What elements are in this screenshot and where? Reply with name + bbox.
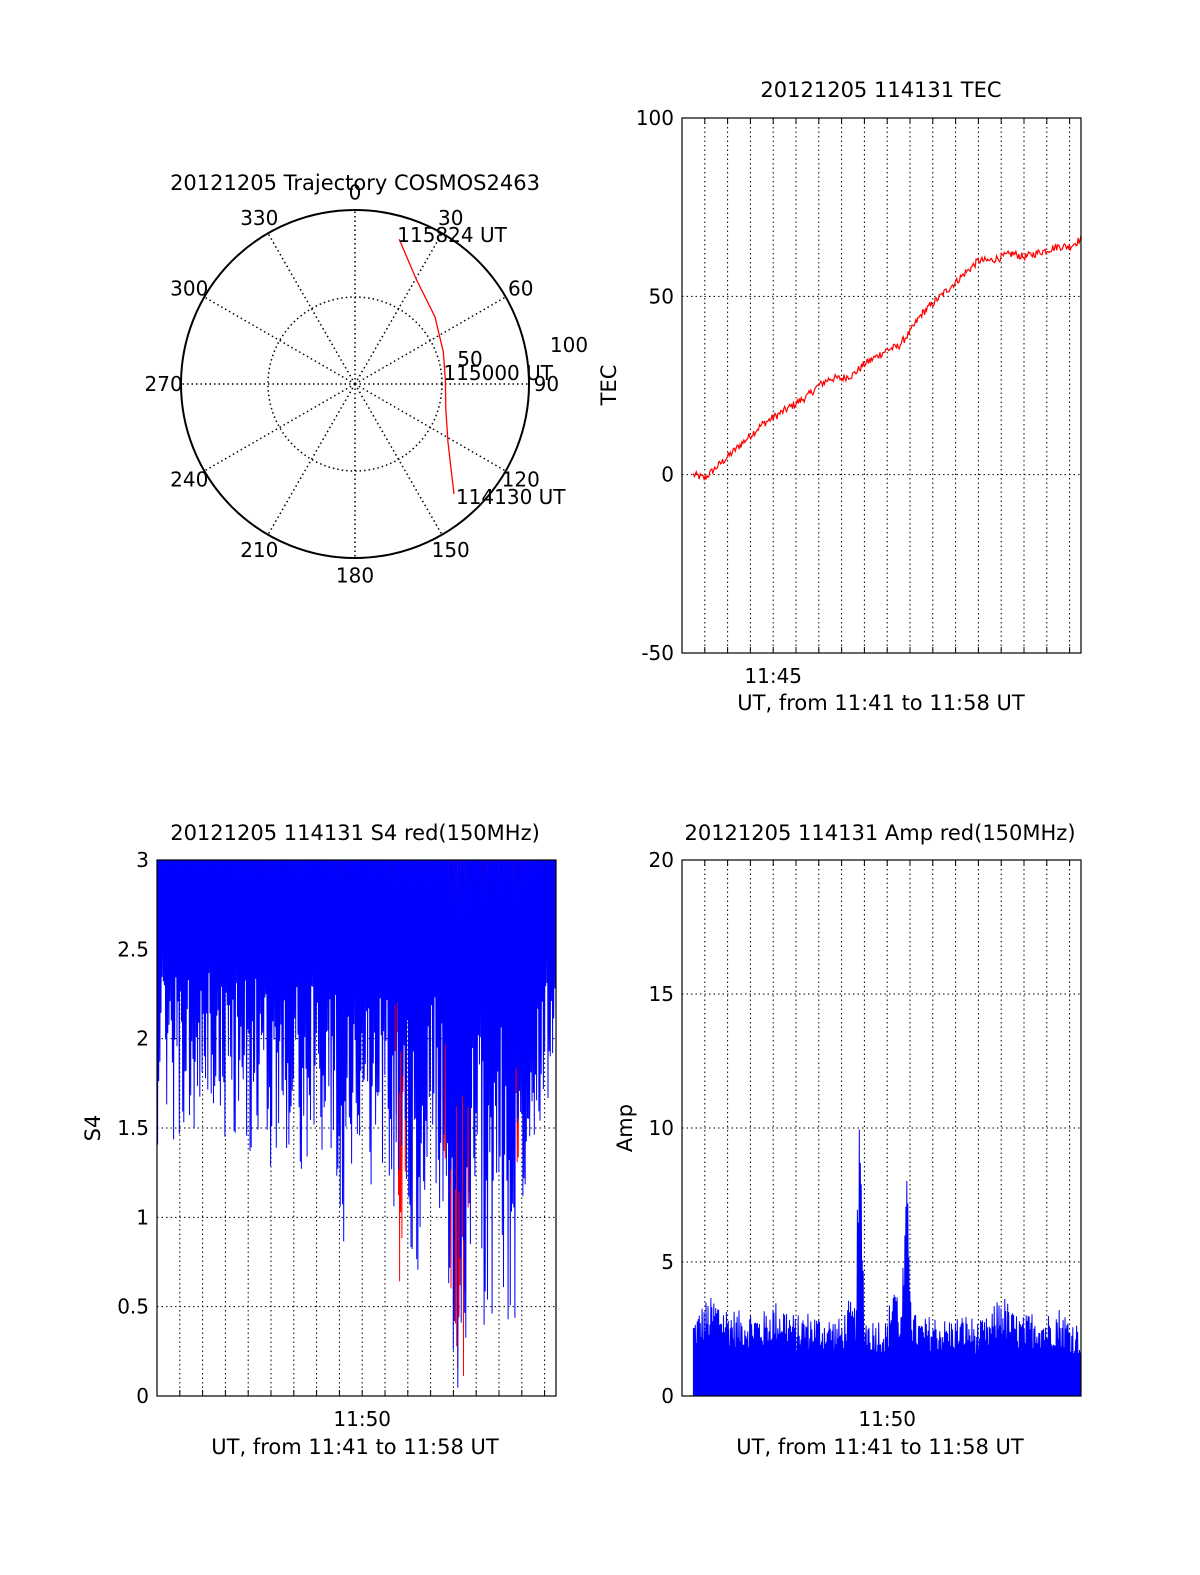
polar-spoke: [354, 296, 507, 385]
tec-xlabel: UT, from 11:41 to 11:58 UT: [737, 691, 1025, 715]
tec-ylabel: TEC: [597, 365, 621, 407]
x-tick-label: 11:50: [333, 1407, 391, 1431]
polar-spoke: [267, 383, 356, 536]
series-line: [692, 235, 1081, 482]
trajectory-time-label: 114130 UT: [456, 485, 566, 509]
polar-spoke: [267, 232, 356, 385]
plot-frame: [681, 117, 1082, 654]
polar-spoke: [203, 383, 356, 472]
polar-angle-tick-label: 210: [240, 538, 278, 562]
polar-angle-tick-label: 330: [240, 206, 278, 230]
amp-title: 20121205 114131 Amp red(150MHz): [684, 821, 1075, 845]
y-tick-label: 15: [649, 982, 674, 1006]
plot-frame: [681, 859, 1082, 1397]
y-tick-label: 10: [649, 1116, 674, 1140]
y-tick-label: 1.5: [117, 1116, 149, 1140]
y-tick-label: 50: [649, 284, 674, 308]
polar-spoke: [203, 296, 356, 385]
s4-line-chart: 20121205 114131 S4 red(150MHz) UT, from …: [81, 821, 557, 1459]
polar-spoke: [354, 232, 443, 385]
polar-radius-tick-label: 100: [550, 333, 588, 357]
trajectory-time-label: 115000 UT: [443, 361, 553, 385]
trajectory-line: [398, 238, 455, 494]
series-line: [157, 860, 556, 1388]
trajectory-polar-chart: 20121205 Trajectory COSMOS2463 0 30 60 90 12…: [145, 171, 589, 587]
series-group: [692, 1129, 1081, 1396]
polar-outer-ring: [180, 209, 530, 559]
x-tick-label: 11:45: [744, 664, 802, 688]
y-tick-label: 0.5: [117, 1295, 149, 1319]
y-tick-label: 2: [136, 1027, 149, 1051]
y-tick-label: 2.5: [117, 937, 149, 961]
y-tick-label: 1: [136, 1205, 149, 1229]
series-group: [157, 860, 556, 1388]
polar-angle-tick-label: 120: [502, 468, 540, 492]
y-tick-label: -50: [641, 641, 674, 665]
x-tick-label: 11:50: [858, 1407, 916, 1431]
polar-angle-tick-label: 30: [438, 206, 463, 230]
polar-angle-tick-label: 150: [432, 538, 470, 562]
y-tick-label: 0: [661, 1384, 674, 1408]
polar-angle-tick-label: 0: [349, 181, 362, 205]
series-area: [692, 1129, 1081, 1396]
polar-angle-tick-label: 180: [336, 563, 374, 587]
tec-line-chart: 20121205 114131 TEC UT, from 11:41 to 11…: [597, 78, 1082, 715]
s4-ylabel: S4: [81, 1115, 105, 1142]
polar-title: 20121205 Trajectory COSMOS2463: [170, 171, 540, 195]
polar-angle-tick-label: 300: [170, 276, 208, 300]
amp-area-chart: 20121205 114131 Amp red(150MHz) UT, from…: [613, 821, 1082, 1459]
trajectory-time-label: 115824 UT: [397, 223, 507, 247]
tec-title: 20121205 114131 TEC: [760, 78, 1001, 102]
polar-spoke: [354, 383, 507, 472]
polar-angle-tick-label: 60: [508, 276, 533, 300]
y-tick-label: 5: [661, 1250, 674, 1274]
polar-angle-tick-label: 90: [534, 372, 559, 396]
polar-angle-tick-label: 270: [145, 372, 183, 396]
y-tick-label: 20: [649, 848, 674, 872]
polar-angle-tick-label: 240: [170, 468, 208, 492]
amp-xlabel: UT, from 11:41 to 11:58 UT: [736, 1435, 1024, 1459]
y-tick-label: 0: [136, 1384, 149, 1408]
y-tick-label: 3: [136, 848, 149, 872]
series-group: [692, 235, 1081, 482]
s4-xlabel: UT, from 11:41 to 11:58 UT: [211, 1435, 499, 1459]
amp-ylabel: Amp: [613, 1104, 637, 1152]
polar-radius-tick-label: 50: [457, 347, 482, 371]
plot-frame: [156, 859, 557, 1397]
s4-title: 20121205 114131 S4 red(150MHz): [170, 821, 540, 845]
polar-spoke: [354, 383, 443, 536]
y-tick-label: 0: [661, 463, 674, 487]
y-tick-label: 100: [636, 106, 674, 130]
